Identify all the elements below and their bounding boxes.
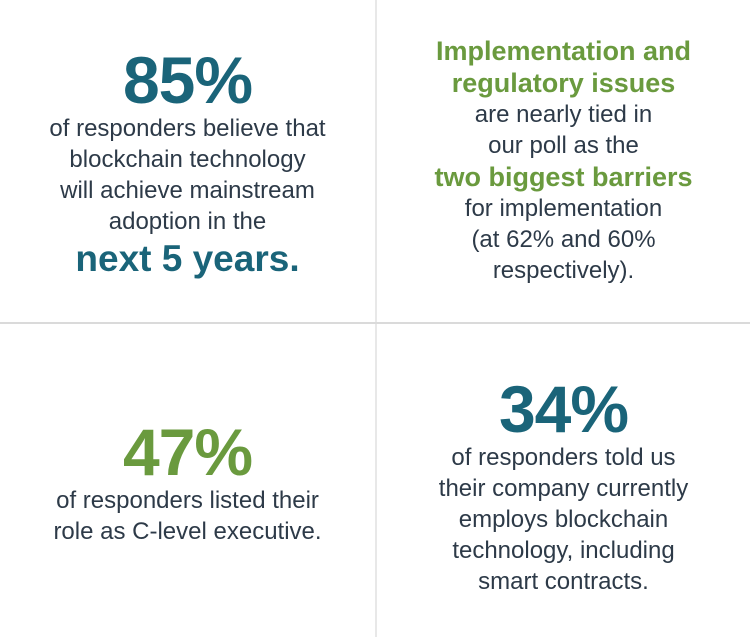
stat-description-line: adoption in the (108, 208, 267, 235)
stat-description-line: of responders listed their (56, 487, 319, 514)
stat-card-content: 47% of responders listed their role as C… (0, 419, 375, 547)
stat-description-line: of responders believe that (49, 115, 326, 142)
stat-card-c-level: 47% of responders listed their role as C… (0, 324, 375, 637)
stat-description-line: technology, including (452, 537, 675, 564)
stat-card-content: Implementation and regulatory issues are… (377, 35, 750, 286)
stat-description-line: their company currently (438, 475, 689, 502)
stat-card-barriers: Implementation and regulatory issues are… (377, 0, 750, 322)
stat-description-line: respectively). (492, 257, 635, 284)
stat-value: 47% (122, 415, 253, 489)
stat-description-line: of responders told us (451, 444, 676, 471)
stat-emphasis: next 5 years. (75, 238, 300, 279)
stat-description-line: our poll as the (488, 132, 639, 159)
stat-headline-line: Implementation and (435, 36, 692, 66)
stat-description-line: employs blockchain (458, 506, 669, 533)
stat-description-line: will achieve mainstream (60, 177, 315, 204)
stat-card-content: 34% of responders told us their company … (377, 376, 750, 597)
stat-card-current-adoption: 34% of responders told us their company … (377, 324, 750, 637)
stat-headline-line: regulatory issues (451, 68, 676, 98)
stat-description-line: (at 62% and 60% (471, 226, 656, 253)
stat-description-line: blockchain technology (69, 146, 306, 173)
stat-description-line: for implementation (464, 195, 663, 222)
stat-emphasis: two biggest barriers (434, 162, 693, 192)
stat-description-line: smart contracts. (478, 568, 649, 595)
stat-value: 34% (498, 372, 629, 446)
stat-card-mainstream-adoption: 85% of responders believe that blockchai… (0, 0, 375, 322)
stat-card-content: 85% of responders believe that blockchai… (0, 47, 375, 281)
stat-description-line: are nearly tied in (474, 101, 653, 128)
horizontal-divider (0, 322, 750, 324)
stat-description-line: role as C-level executive. (53, 518, 322, 545)
stat-value: 85% (122, 43, 253, 117)
vertical-divider (375, 0, 377, 637)
